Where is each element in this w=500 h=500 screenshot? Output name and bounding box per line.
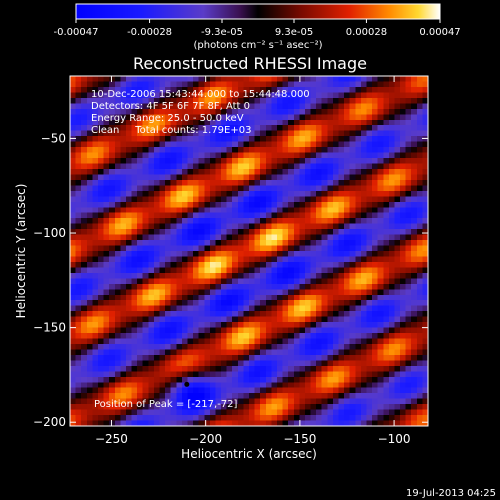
minimum-marker [184,381,190,387]
annotation-detectors: Detectors: 4F 5F 6F 7F 8F, Att 0 [91,101,250,112]
timestamp: 19-Jul-2013 04:25 [406,488,496,499]
x-axis-label: Heliocentric X (arcsec) [181,447,317,461]
y-axis-label: Heliocentric Y (arcsec) [14,184,28,319]
plot-frame [69,75,429,427]
y-tick-label: −200 [33,415,66,429]
colorbar-units: (photons cm⁻² s⁻¹ asec⁻²) [193,40,322,51]
y-tick-label: −150 [33,321,66,335]
y-tick-label: −100 [33,226,66,240]
colorbar: -0.00047 -0.00028 -9.3e-05 9.3e-05 0.00028 0.… [54,3,461,51]
x-axis: −250 −200 −150 −100 [95,76,411,446]
x-tick-label: −100 [378,432,411,446]
colorbar-tick-label: -0.00047 [54,27,99,38]
annotation-counts: Clean Total counts: 1.79E+03 [91,125,251,136]
y-tick-label: −50 [41,131,66,145]
colorbar-gradient [75,3,441,20]
heatmap-image [70,76,428,426]
colorbar-tick-label: 9.3e-05 [275,27,313,38]
colorbar-tick-label: 0.00047 [419,27,460,38]
colorbar-tick-label: -0.00028 [127,27,172,38]
colorbar-tick-label: 0.00028 [346,27,387,38]
chart-title: Reconstructed RHESSI Image [133,54,367,73]
annotation-time: 10-Dec-2006 15:43:44.000 to 15:44:48.000 [91,89,310,100]
peak-position-label: Position of Peak = [-217,-72] [94,399,238,410]
annotation-energy: Energy Range: 25.0 - 50.0 keV [91,113,244,124]
annotations: 10-Dec-2006 15:43:44.000 to 15:44:48.000… [91,89,310,410]
image-area [69,75,429,427]
y-axis: −200 −150 −100 −50 [33,131,428,429]
colorbar-tick-label: -9.3e-05 [201,27,243,38]
x-tick-label: −250 [95,432,128,446]
x-tick-label: −150 [283,432,316,446]
x-tick-label: −200 [189,432,222,446]
